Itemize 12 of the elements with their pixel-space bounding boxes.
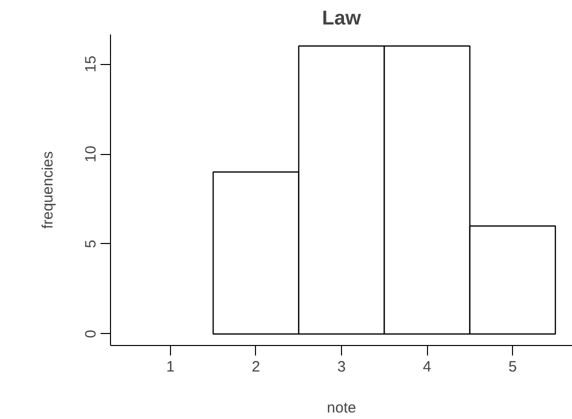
x-tick-label: 5 [508, 358, 517, 376]
y-tick-label: 15 [82, 56, 100, 72]
y-tick-label: 0 [82, 330, 100, 338]
chart-title: Law [322, 8, 362, 30]
x-tick-label: 1 [166, 358, 175, 376]
y-tick-label: 5 [82, 240, 100, 248]
y-tick-label: 10 [82, 146, 100, 162]
x-tick-label: 4 [422, 358, 432, 376]
y-axis-title: frequencies [40, 151, 56, 229]
x-tick-label: 2 [252, 358, 260, 376]
x-axis-title: note [326, 400, 356, 416]
x-tick-label: 3 [337, 358, 346, 376]
